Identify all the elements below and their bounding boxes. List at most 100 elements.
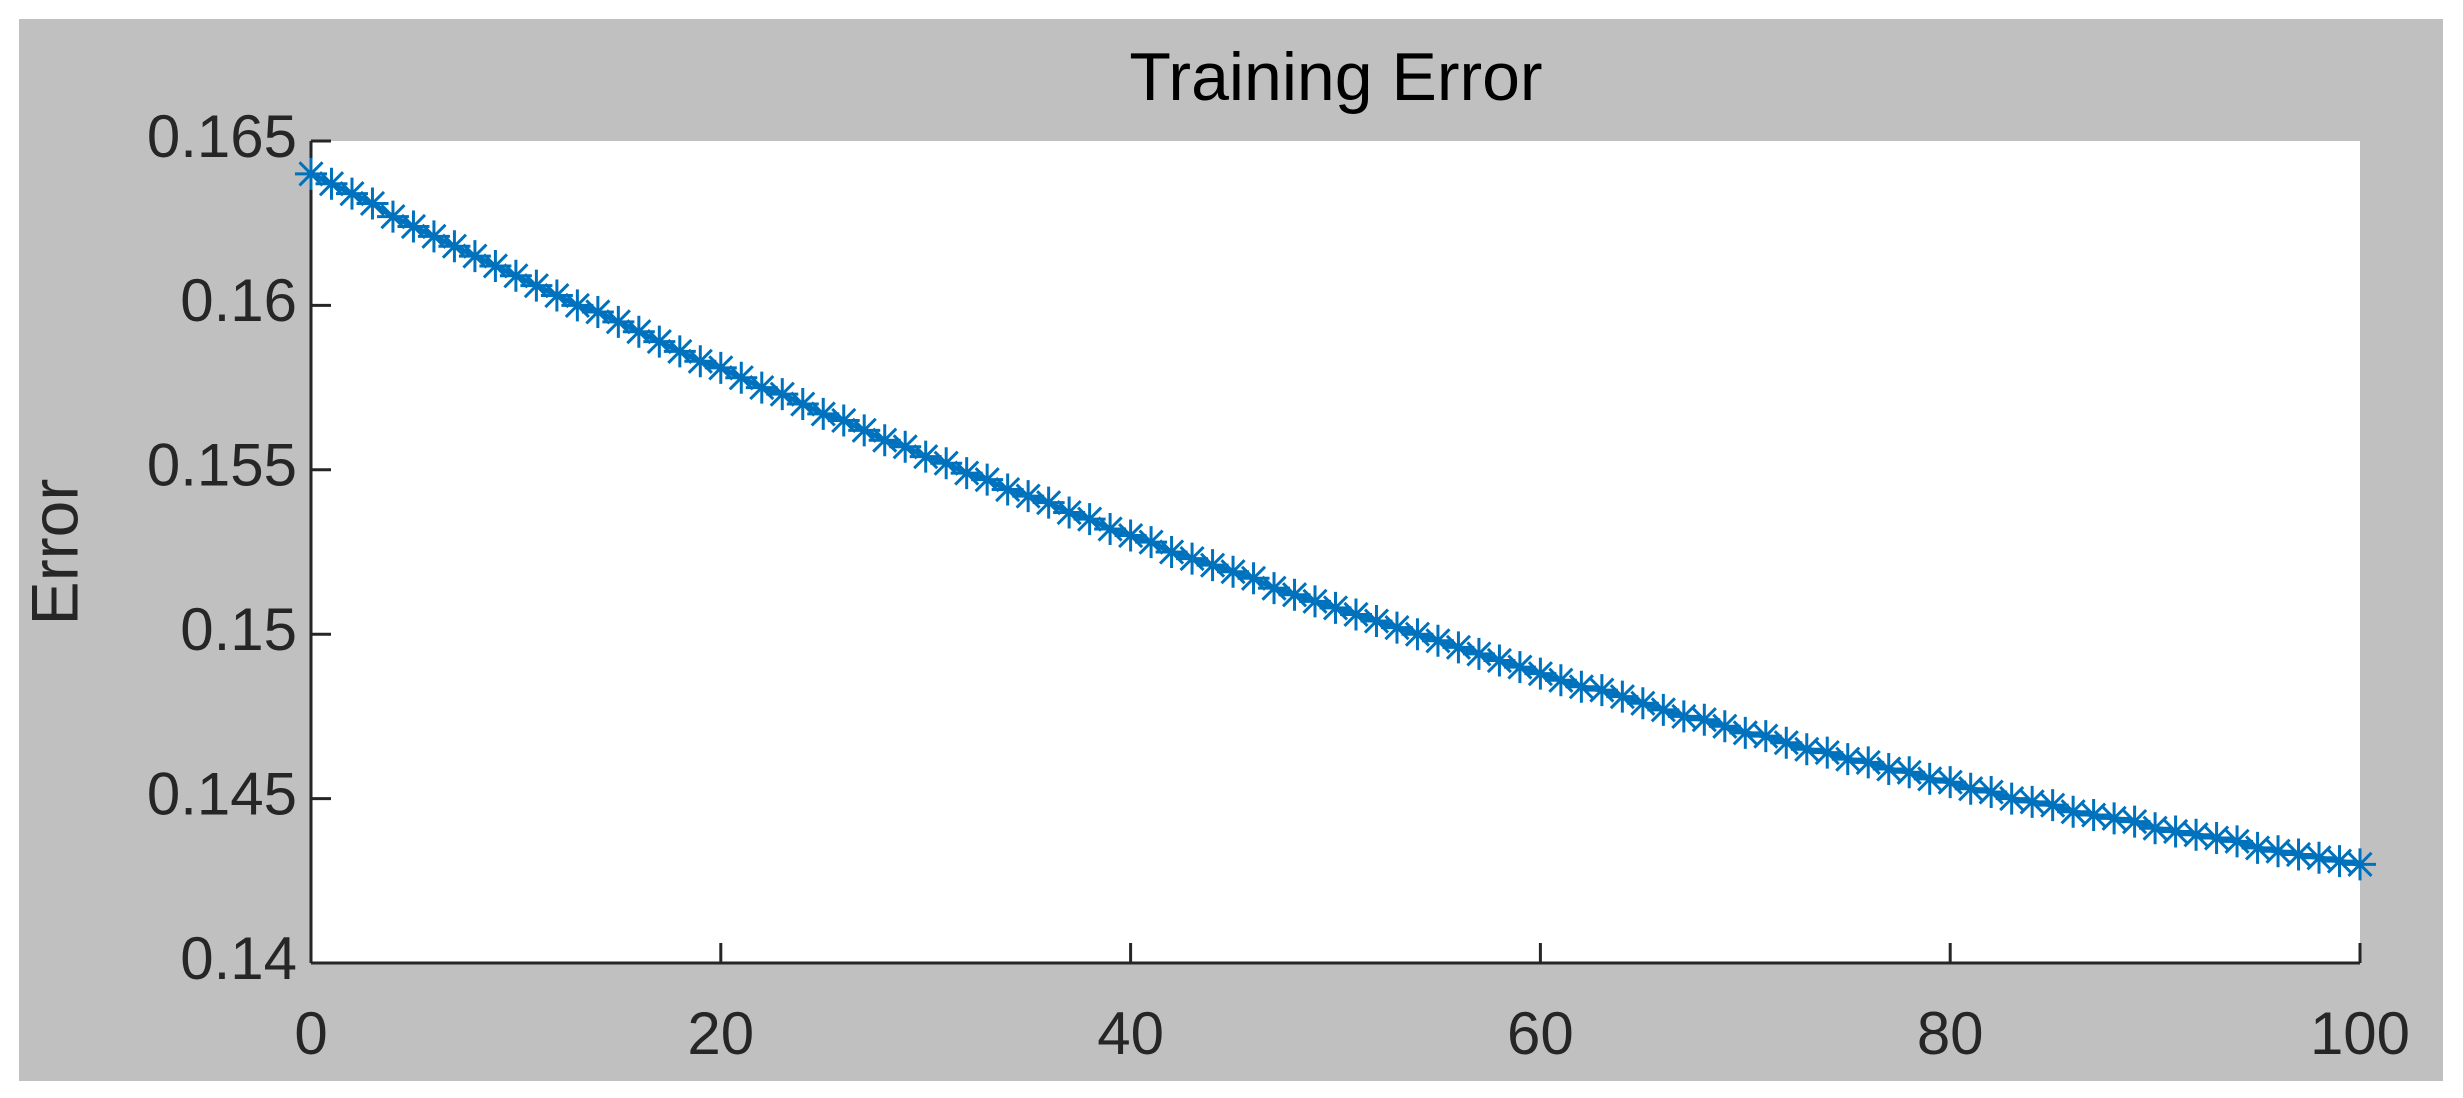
- marker: [2098, 802, 2131, 835]
- marker: [1155, 536, 1188, 568]
- marker: [438, 230, 471, 263]
- marker: [1934, 766, 1967, 799]
- marker: [315, 167, 348, 200]
- marker: [2036, 789, 2069, 822]
- marker: [1831, 743, 1864, 776]
- marker: [663, 335, 696, 368]
- marker: [1483, 644, 1516, 677]
- marker: [458, 240, 491, 273]
- marker: [1073, 503, 1106, 536]
- marker: [417, 220, 450, 253]
- marker: [1380, 611, 1413, 644]
- marker: [1708, 710, 1741, 743]
- marker: [991, 473, 1024, 506]
- marker: [1729, 716, 1762, 749]
- marker: [376, 200, 409, 233]
- marker: [1360, 605, 1393, 638]
- marker: [602, 305, 635, 338]
- plot-area: [311, 141, 2360, 963]
- y-tick-label: 0.145: [147, 760, 297, 827]
- marker: [1012, 480, 1045, 513]
- marker: [766, 378, 799, 411]
- marker: [848, 414, 881, 447]
- marker: [581, 295, 614, 328]
- x-tick-label: 40: [1097, 1000, 1164, 1067]
- marker: [1442, 631, 1475, 664]
- marker: [1053, 496, 1086, 529]
- marker: [684, 345, 717, 378]
- marker: [499, 259, 532, 292]
- marker: [295, 157, 327, 190]
- marker: [2282, 838, 2315, 871]
- marker: [1913, 762, 1946, 795]
- marker: [827, 404, 860, 437]
- marker: [540, 279, 573, 312]
- marker: [356, 187, 389, 220]
- x-tick-label: 20: [687, 1000, 754, 1067]
- marker: [1135, 526, 1168, 559]
- marker: [1339, 598, 1372, 631]
- marker: [1585, 674, 1618, 707]
- marker: [1278, 578, 1311, 611]
- marker: [1032, 486, 1065, 519]
- marker: [930, 447, 963, 480]
- marker: [868, 424, 901, 457]
- marker: [1975, 776, 2008, 809]
- marker: [1196, 549, 1229, 582]
- x-tick-label: 80: [1917, 1000, 1984, 1067]
- y-tick-label: 0.165: [147, 103, 297, 170]
- marker: [807, 397, 840, 430]
- marker: [2323, 845, 2356, 878]
- marker: [1503, 651, 1536, 684]
- x-tick-label: 0: [294, 1000, 327, 1067]
- marker: [1544, 664, 1577, 697]
- marker: [1258, 572, 1291, 605]
- marker: [1995, 782, 2028, 815]
- marker: [1852, 746, 1885, 779]
- marker: [2077, 799, 2110, 832]
- marker: [2118, 805, 2151, 838]
- marker: [1811, 736, 1844, 769]
- marker: [1237, 562, 1270, 595]
- marker: [725, 361, 758, 394]
- marker: [1299, 585, 1332, 618]
- marker: [1114, 519, 1147, 552]
- marker: [1421, 624, 1454, 657]
- marker: [1647, 693, 1680, 726]
- marker: [1872, 753, 1905, 786]
- marker: [2303, 841, 2336, 874]
- marker: [909, 440, 942, 473]
- marker: [1606, 680, 1639, 713]
- marker: [1401, 618, 1434, 651]
- marker: [2057, 795, 2090, 828]
- marker: [2139, 812, 2172, 845]
- x-tick-label: 60: [1507, 1000, 1574, 1067]
- y-tick-label: 0.14: [180, 925, 297, 992]
- marker: [561, 289, 594, 322]
- marker: [1524, 657, 1557, 690]
- marker: [704, 351, 737, 384]
- marker: [1626, 687, 1659, 720]
- marker: [950, 457, 983, 490]
- marker: [1319, 591, 1352, 624]
- y-axis-label: Error: [17, 479, 91, 626]
- marker: [2221, 825, 2254, 858]
- marker: [786, 388, 819, 421]
- marker: [971, 463, 1004, 496]
- marker: [1893, 756, 1926, 789]
- marker: [643, 325, 676, 358]
- marker: [1565, 670, 1598, 703]
- y-tick-label: 0.16: [180, 267, 297, 334]
- marker: [745, 371, 778, 404]
- marker: [2241, 831, 2274, 864]
- marker: [479, 249, 512, 282]
- marker: [1462, 637, 1495, 670]
- marker: [1667, 700, 1700, 733]
- marker: [2180, 818, 2213, 851]
- marker: [1217, 555, 1250, 588]
- marker: [622, 315, 655, 348]
- y-tick-label: 0.155: [147, 432, 297, 499]
